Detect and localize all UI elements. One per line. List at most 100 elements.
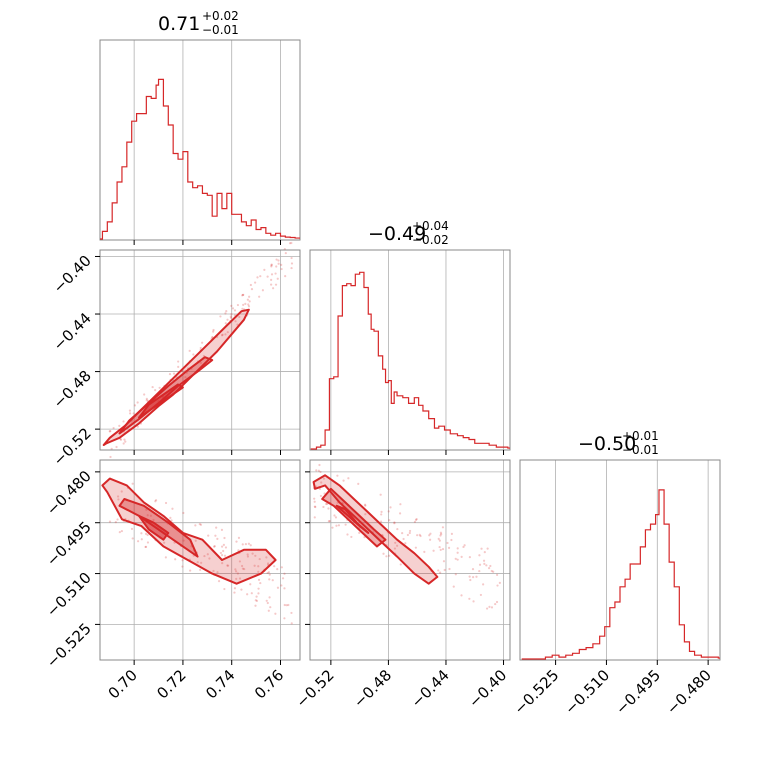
- x-tick-label: 0.76: [251, 666, 287, 702]
- sample-point: [270, 265, 273, 268]
- sample-point: [220, 545, 224, 548]
- sample-point: [428, 534, 431, 537]
- sample-point: [285, 604, 288, 607]
- contour-level: [335, 504, 370, 534]
- sample-point: [413, 520, 417, 523]
- sample-point: [199, 568, 202, 571]
- sample-point: [273, 565, 276, 568]
- sample-point: [136, 540, 140, 543]
- sample-point: [335, 524, 338, 527]
- sample-point: [253, 564, 256, 567]
- sample-point: [350, 535, 353, 539]
- sample-point: [224, 312, 227, 315]
- sample-point: [313, 516, 316, 519]
- sample-point: [224, 333, 227, 336]
- sample-point: [268, 573, 271, 576]
- sample-point: [174, 558, 177, 561]
- sample-point: [118, 424, 121, 427]
- sample-point: [479, 593, 483, 597]
- sample-point: [236, 303, 240, 307]
- title-upper-error: +0.04: [412, 219, 449, 233]
- sample-point: [416, 534, 419, 537]
- sample-point: [432, 549, 435, 552]
- sample-point: [380, 513, 383, 516]
- sample-point: [490, 606, 494, 609]
- sample-point: [347, 477, 350, 480]
- sample-point: [145, 399, 148, 402]
- sample-point: [483, 562, 486, 565]
- sample-point: [414, 546, 417, 549]
- sample-point: [447, 546, 451, 549]
- sample-point: [408, 531, 411, 535]
- sample-point: [181, 565, 184, 568]
- sample-point: [478, 569, 481, 573]
- x-tick-label: −0.525: [510, 666, 562, 718]
- sample-point: [468, 575, 471, 578]
- sample-point: [441, 526, 445, 529]
- sample-point: [194, 524, 197, 527]
- sample-point: [270, 283, 273, 286]
- sample-point: [181, 559, 184, 562]
- sample-point: [192, 353, 195, 356]
- sample-point: [315, 485, 318, 488]
- sample-point: [212, 330, 215, 333]
- sample-point: [233, 309, 237, 312]
- contour-level: [101, 477, 277, 585]
- sample-point: [146, 514, 149, 517]
- sample-point: [323, 492, 326, 495]
- title-value: 0.71: [158, 13, 200, 35]
- contour-level: [321, 487, 387, 548]
- y-tick-label: −0.480: [43, 467, 95, 519]
- sample-point: [313, 505, 317, 508]
- x-tick-label: 0.70: [105, 666, 141, 702]
- sample-point: [221, 333, 224, 336]
- sample-point: [387, 510, 390, 513]
- sample-point: [472, 576, 475, 579]
- sample-point: [419, 534, 422, 538]
- sample-point: [439, 534, 442, 537]
- sample-point: [393, 522, 396, 525]
- sample-point: [226, 331, 229, 334]
- sample-point: [456, 558, 459, 561]
- sample-point: [241, 294, 244, 297]
- sample-point: [258, 557, 261, 561]
- sample-point: [284, 252, 287, 255]
- sample-point: [469, 578, 472, 582]
- sample-point: [274, 283, 278, 286]
- sample-point: [237, 549, 240, 552]
- sample-point: [143, 393, 146, 396]
- sample-point: [263, 268, 266, 271]
- sample-point: [280, 584, 283, 587]
- sample-point: [498, 581, 501, 584]
- histogram-step: [100, 78, 300, 240]
- sample-point: [120, 490, 123, 493]
- sample-point: [462, 545, 465, 549]
- sample-point: [146, 533, 149, 537]
- sample-point: [230, 304, 233, 307]
- sample-point: [438, 539, 441, 542]
- sample-point: [128, 412, 132, 415]
- sample-point: [437, 537, 440, 540]
- sample-point: [216, 537, 219, 540]
- histogram-step: [521, 489, 720, 660]
- sample-point: [247, 542, 251, 545]
- y-tick-label: −0.52: [50, 424, 95, 469]
- sample-point: [254, 281, 257, 284]
- sample-point: [401, 532, 404, 535]
- sample-point: [114, 521, 117, 524]
- sample-point: [206, 553, 209, 556]
- sample-point: [131, 537, 134, 540]
- sample-point: [450, 532, 454, 535]
- sample-point: [396, 544, 399, 547]
- sample-point: [257, 570, 260, 573]
- y-tick-label: −0.48: [50, 367, 95, 412]
- sample-point: [233, 587, 237, 590]
- title-lower-error: −0.01: [202, 23, 239, 37]
- sample-point: [226, 564, 230, 567]
- sample-point: [133, 404, 137, 407]
- sample-point: [144, 532, 148, 535]
- sample-point: [177, 365, 180, 368]
- sample-point: [261, 289, 264, 292]
- sample-point: [236, 572, 239, 575]
- sample-point: [196, 561, 199, 564]
